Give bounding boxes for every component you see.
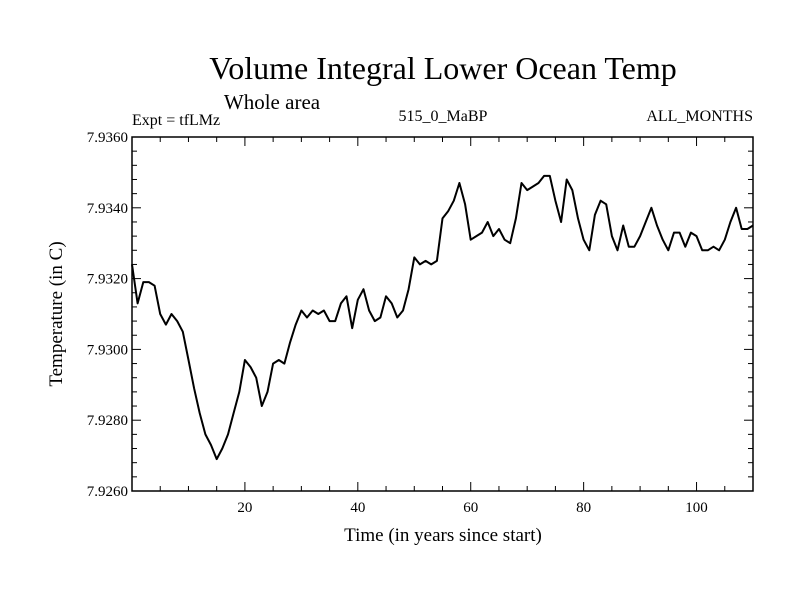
experiment-label: Expt = tfLMz bbox=[132, 112, 220, 129]
y-tick-label: 7.9340 bbox=[87, 201, 128, 217]
x-tick-label: 100 bbox=[685, 500, 708, 516]
x-tick-labels: 20 40 60 80 100 bbox=[237, 500, 707, 516]
chart-subtitle: Whole area bbox=[224, 90, 321, 114]
y-tick-label: 7.9320 bbox=[87, 272, 128, 288]
months-label: ALL_MONTHS bbox=[646, 108, 753, 125]
y-axis-label: Temperature (in C) bbox=[46, 241, 67, 386]
run-label: 515_0_MaBP bbox=[399, 108, 488, 125]
x-axis-label: Time (in years since start) bbox=[344, 525, 542, 546]
axis-ticks bbox=[132, 136, 753, 492]
chart-title: Volume Integral Lower Ocean Temp bbox=[209, 50, 677, 86]
y-tick-labels: 7.9260 7.9280 7.9300 7.9320 7.9340 7.9360 bbox=[87, 130, 128, 500]
y-tick-label: 7.9260 bbox=[87, 484, 128, 500]
x-tick-label: 80 bbox=[576, 500, 591, 516]
temperature-series-line bbox=[131, 174, 754, 461]
y-tick-label: 7.9360 bbox=[87, 130, 128, 146]
x-tick-label: 40 bbox=[350, 500, 365, 516]
x-tick-label: 20 bbox=[237, 500, 252, 516]
y-tick-label: 7.9280 bbox=[87, 413, 128, 429]
y-tick-label: 7.9300 bbox=[87, 342, 128, 358]
x-tick-label: 60 bbox=[463, 500, 478, 516]
plot-frame bbox=[131, 136, 754, 492]
